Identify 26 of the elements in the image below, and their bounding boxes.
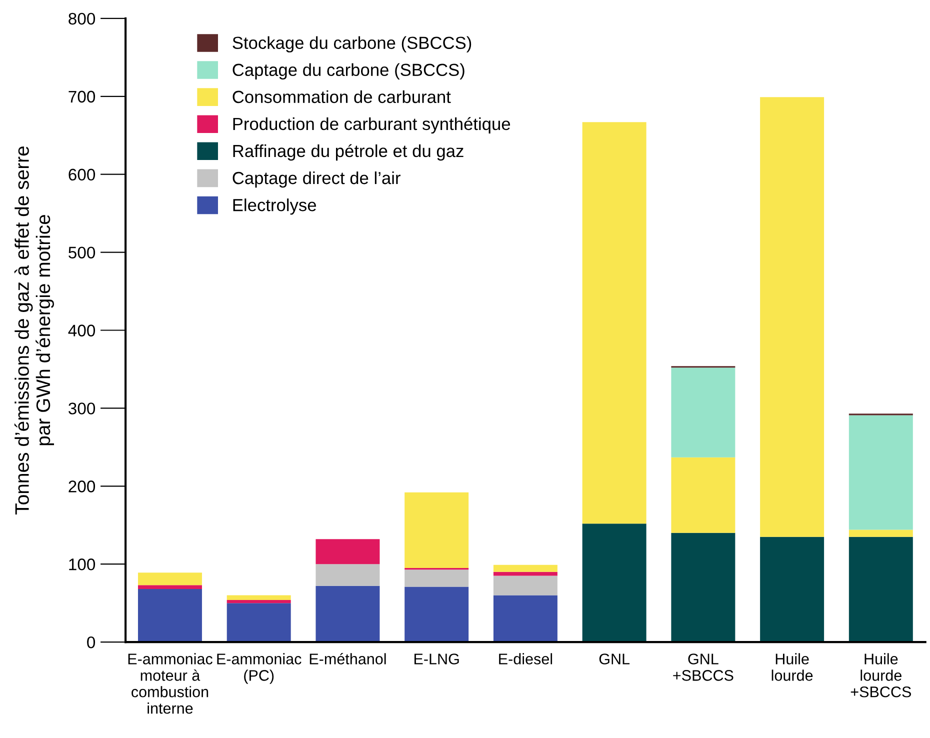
legend-label: Electrolyse [233, 198, 316, 215]
legend-label: Consommation de carburant [232, 90, 451, 104]
y-tick-label: 300 [68, 402, 96, 414]
y-tick-label: 800 [68, 12, 96, 25]
y-tick-label: 200 [68, 480, 96, 492]
y-tick-label: 0 [87, 636, 96, 648]
x-tick-label: GNL +SBCCS [673, 654, 734, 681]
x-tick-label: E-ammoniac moteur à combustion interne [128, 653, 212, 714]
y-tick-label: 700 [68, 90, 96, 103]
x-tick-label: E-LNG [414, 654, 459, 664]
legend-label: Captage direct de l’air [232, 171, 400, 188]
x-tick-label: E-ammoniac (PC) [217, 653, 302, 684]
legend-label: Stockage du carbone (SBCCS) [232, 36, 472, 52]
legend-label: Captage du carbone (SBCCS) [232, 63, 464, 80]
legend-label: Raffinage du pétrole et du gaz [233, 144, 464, 161]
y-tick-label: 100 [69, 558, 96, 570]
y-axis-title: Tonnes d’émissions de gaz à effet de serre par GWh d’énergie motrice [14, 146, 54, 514]
x-tick-label: E-méthanol [310, 652, 386, 664]
y-tick-label: 400 [68, 324, 96, 336]
y-tick-label: 500 [68, 246, 96, 259]
x-tick-label: E-diesel [499, 653, 552, 664]
legend-label: Production de carburant synthétique [233, 117, 510, 134]
x-tick-label: Huile lourde [772, 653, 813, 681]
x-tick-label: Huile lourde +SBCCS [850, 653, 911, 698]
x-tick-label: GNL [599, 654, 630, 664]
y-tick-label: 600 [68, 168, 96, 181]
